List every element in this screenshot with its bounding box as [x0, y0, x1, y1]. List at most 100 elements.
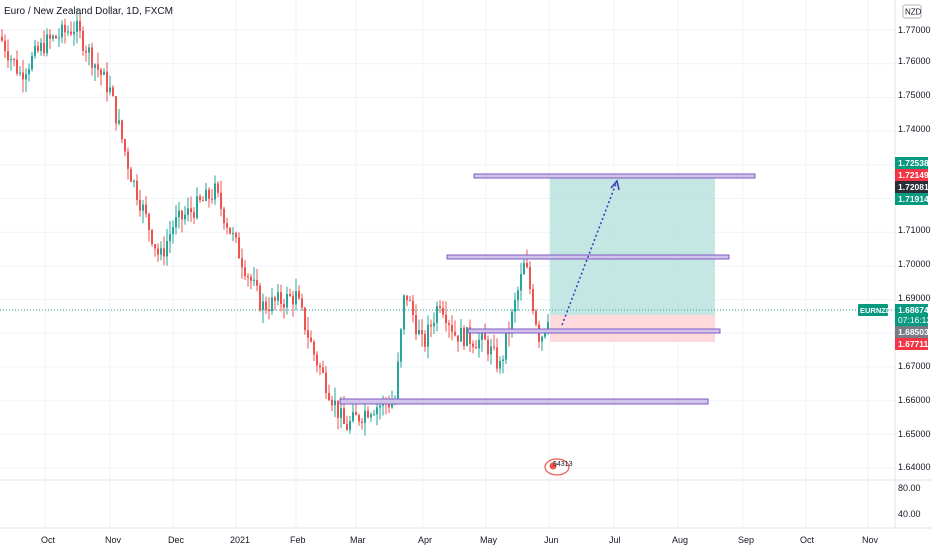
candle-down: [448, 323, 450, 325]
candle-up: [31, 55, 33, 70]
time-label: Jun: [544, 535, 559, 545]
candle-down: [487, 339, 489, 355]
candle-up: [214, 183, 216, 200]
time-label: Aug: [672, 535, 688, 545]
price-tick: 1.75000: [898, 90, 931, 100]
chart-background: [0, 0, 895, 528]
currency-tag[interactable]: NZD: [902, 4, 922, 19]
candle-down: [454, 331, 456, 336]
target-price-text: 1.72538: [898, 158, 929, 168]
current-price-badge: 1.68674 07:16:12: [895, 304, 931, 326]
candle-down: [415, 315, 417, 335]
candle-up: [436, 306, 438, 323]
candle-up: [352, 412, 354, 421]
candle-down: [4, 40, 6, 52]
candle-up: [175, 217, 177, 228]
candle-down: [16, 59, 18, 74]
candle-up: [178, 210, 180, 218]
green-price-text: 1.71914: [898, 194, 929, 204]
candle-down: [7, 51, 9, 61]
candle-down: [112, 87, 114, 97]
candle-up: [133, 180, 135, 182]
candle-up: [118, 120, 120, 124]
candle-down: [130, 168, 132, 182]
candle-down: [115, 96, 117, 124]
candle-down: [229, 227, 231, 234]
candle-down: [325, 372, 327, 393]
candle-up: [349, 420, 351, 430]
resistance-zone-top[interactable]: [473, 173, 756, 179]
candle-down: [526, 262, 528, 268]
candle-up: [73, 31, 75, 35]
candle-up: [511, 311, 513, 334]
candle-down: [388, 403, 390, 408]
candle-down: [361, 421, 363, 423]
candle-up: [490, 346, 492, 355]
candle-down: [148, 213, 150, 230]
candle-down: [472, 343, 474, 347]
candle-down: [22, 72, 24, 80]
red-price-badge: 1.72149: [895, 169, 929, 181]
candle-up: [172, 227, 174, 235]
candle-down: [529, 267, 531, 289]
candle-down: [457, 335, 459, 342]
current-price-text: 1.68674: [898, 305, 929, 315]
candle-down: [484, 333, 486, 340]
candle-down: [97, 64, 99, 70]
candle-down: [358, 415, 360, 422]
event-marker[interactable]: 54313: [544, 458, 573, 476]
candle-up: [544, 330, 546, 337]
candle-down: [283, 304, 285, 308]
candle-down: [247, 276, 249, 278]
candle-down: [409, 300, 411, 302]
candle-down: [259, 285, 261, 311]
candle-down: [55, 35, 57, 39]
candle-up: [109, 87, 111, 93]
candle-down: [439, 306, 441, 308]
candle-down: [496, 347, 498, 369]
candle-down: [322, 367, 324, 373]
price-tick: 1.77000: [898, 25, 931, 35]
candle-down: [127, 151, 129, 169]
candle-up: [52, 35, 54, 39]
support-zone[interactable]: [339, 398, 709, 405]
candle-up: [481, 333, 483, 340]
candle-down: [241, 258, 243, 268]
projection-arrow[interactable]: [561, 180, 618, 326]
candle-down: [151, 229, 153, 245]
price-axis[interactable]: 1.77000 1.76000 1.75000 1.74000 1.71000 …: [898, 25, 931, 519]
price-tick: 1.64000: [898, 462, 931, 472]
target-price-badge: 1.72538: [895, 157, 929, 169]
candle-down: [91, 47, 93, 68]
candle-up: [418, 329, 420, 335]
symbol-badge[interactable]: EURNZD: [858, 304, 892, 316]
candle-up: [466, 327, 468, 346]
event-marker-label: 54313: [553, 461, 573, 468]
time-label: Mar: [350, 535, 366, 545]
entry-zone[interactable]: [467, 328, 721, 334]
price-tick: 1.76000: [898, 56, 931, 66]
price-tick: 1.70000: [898, 259, 931, 269]
candle-down: [298, 291, 300, 299]
candle-down: [331, 399, 333, 406]
time-label: Oct: [800, 535, 815, 545]
candle-down: [469, 327, 471, 344]
candle-down: [181, 210, 183, 220]
target-zone[interactable]: [550, 178, 715, 315]
candle-down: [532, 288, 534, 311]
time-label: Nov: [862, 535, 879, 545]
candle-down: [307, 330, 309, 338]
candle-down: [235, 233, 237, 238]
time-axis[interactable]: Oct Nov Dec 2021 Feb Mar Apr May Jun Jul…: [41, 535, 879, 545]
red-price-text: 1.72149: [898, 170, 929, 180]
candle-down: [268, 309, 270, 312]
candle-up: [184, 214, 186, 220]
candle-down: [70, 31, 72, 35]
candle-up: [277, 292, 279, 301]
candle-down: [100, 69, 102, 75]
candle-down: [355, 412, 357, 416]
candle-down: [316, 354, 318, 366]
candle-down: [202, 200, 204, 202]
stop-price-text: 1.67711: [898, 339, 929, 349]
